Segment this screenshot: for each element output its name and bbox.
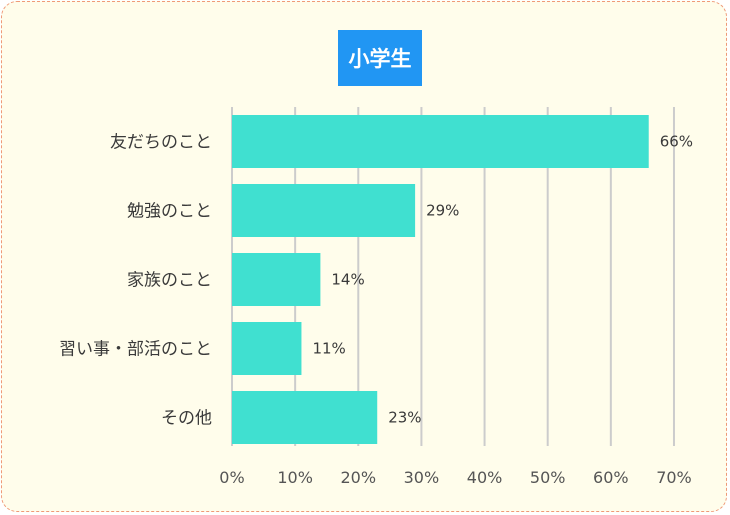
x-tick-label: 20% xyxy=(340,468,376,487)
value-label: 14% xyxy=(331,271,364,289)
x-tick-label: 70% xyxy=(656,468,692,487)
category-label: 習い事・部活のこと xyxy=(59,340,212,360)
x-tick-label: 40% xyxy=(467,468,503,487)
category-label: 友だちのこと xyxy=(110,133,212,153)
bar xyxy=(232,391,378,444)
bar xyxy=(232,184,416,237)
value-label: 29% xyxy=(426,202,459,220)
x-tick-label: 50% xyxy=(530,468,566,487)
bars xyxy=(232,115,649,444)
x-tick-label: 10% xyxy=(277,468,313,487)
category-label: 勉強のこと xyxy=(127,202,212,222)
x-tick-label: 60% xyxy=(593,468,629,487)
x-tick-label: 0% xyxy=(219,468,244,487)
chart-title: 小学生 xyxy=(338,30,422,86)
x-tick-label: 30% xyxy=(404,468,440,487)
value-label: 66% xyxy=(660,133,693,151)
category-label: その他 xyxy=(161,409,212,429)
value-label: 23% xyxy=(388,409,421,427)
labels: 0% 10% 20% 30% 40% 50% 60% 70% 友だちのこと 66% 勉強のこと 29%… xyxy=(59,133,693,488)
bar xyxy=(232,253,321,306)
category-label: 家族のこと xyxy=(127,271,212,291)
bar xyxy=(232,115,649,168)
bar xyxy=(232,322,302,375)
value-label: 11% xyxy=(312,340,345,358)
